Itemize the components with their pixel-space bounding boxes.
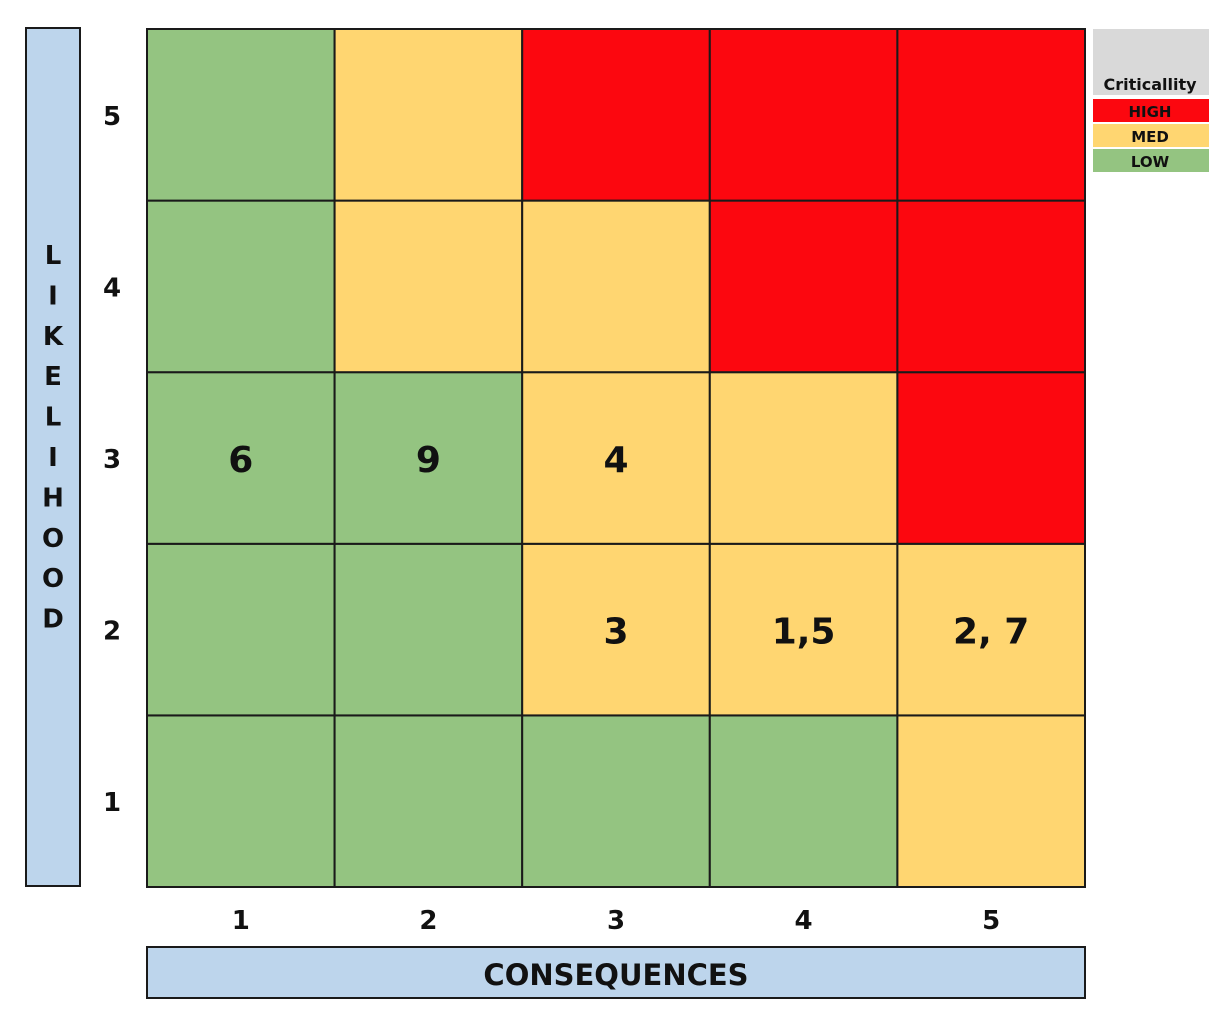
cell-label: 6 <box>228 440 253 481</box>
matrix-cell <box>333 714 524 889</box>
consequences-axis-label: CONSEQUENCES <box>483 958 748 992</box>
matrix-cell <box>896 199 1087 374</box>
cell-label: 1,5 <box>772 612 836 653</box>
likelihood-letter: K <box>43 322 64 352</box>
x-tick-labels: 1 2 3 4 5 <box>232 906 1000 936</box>
matrix-cell <box>521 371 711 545</box>
y-tick-label: 1 <box>103 788 121 818</box>
likelihood-letter: O <box>42 524 64 554</box>
matrix-cell <box>896 714 1087 889</box>
matrix-cell <box>146 714 336 889</box>
legend-header <box>1093 29 1209 95</box>
cell-label: 3 <box>603 612 628 653</box>
y-tick-labels: 1 2 3 4 5 <box>103 102 121 818</box>
legend-entry-label: LOW <box>1131 153 1170 171</box>
likelihood-letter: L <box>45 241 62 271</box>
legend-entries: HIGH MED LOW <box>1093 99 1209 172</box>
legend-swatch <box>1093 149 1209 172</box>
matrix-cells <box>146 28 1087 889</box>
cell-label: 4 <box>603 440 628 481</box>
legend-swatch <box>1093 124 1209 147</box>
legend-entry-label: HIGH <box>1128 103 1171 121</box>
consequences-axis-box <box>146 946 1086 999</box>
matrix-cell <box>521 542 711 717</box>
matrix-cell-labels: 3 1,5 2, 7 6 9 4 <box>228 440 1029 653</box>
matrix-cell <box>708 28 899 202</box>
matrix-cell <box>333 371 524 545</box>
x-tick-label: 3 <box>607 906 625 936</box>
matrix-cell <box>333 542 524 717</box>
likelihood-letter: E <box>44 362 62 392</box>
x-tick-label: 1 <box>232 906 250 936</box>
y-tick-label: 3 <box>103 445 121 475</box>
matrix-cell <box>333 199 524 374</box>
likelihood-axis-box <box>25 27 81 887</box>
y-tick-label: 2 <box>103 617 121 647</box>
legend-entry-label: MED <box>1131 128 1169 146</box>
cell-label: 2, 7 <box>953 612 1029 653</box>
criticality-legend: Criticallity HIGH MED LOW <box>1093 29 1209 172</box>
matrix-cell <box>521 199 711 374</box>
matrix-cell <box>146 542 336 717</box>
likelihood-letter: I <box>48 443 58 473</box>
matrix-cell <box>708 199 899 374</box>
matrix-cell <box>521 714 711 889</box>
cell-label: 9 <box>416 440 441 481</box>
matrix-cell <box>146 371 336 545</box>
matrix-cell <box>708 371 899 545</box>
matrix-cell <box>708 714 899 889</box>
likelihood-letter: L <box>45 403 62 433</box>
y-tick-label: 5 <box>103 102 121 132</box>
legend-title: Criticallity <box>1103 75 1197 94</box>
x-tick-label: 2 <box>419 906 437 936</box>
likelihood-letter: H <box>42 483 64 513</box>
matrix-cell <box>896 28 1087 202</box>
matrix-cell <box>333 28 524 202</box>
y-tick-label: 4 <box>103 273 121 303</box>
matrix-cell <box>521 28 711 202</box>
likelihood-letter: I <box>48 281 58 311</box>
likelihood-letter: O <box>42 564 64 594</box>
legend-swatch <box>1093 99 1209 122</box>
matrix-cell <box>896 542 1087 717</box>
matrix-cell <box>896 371 1087 545</box>
matrix-cell <box>708 542 899 717</box>
matrix-cell <box>146 28 336 202</box>
x-tick-label: 4 <box>795 906 813 936</box>
likelihood-letter: D <box>42 605 64 635</box>
x-tick-label: 5 <box>982 906 1000 936</box>
matrix-cell <box>146 199 336 374</box>
